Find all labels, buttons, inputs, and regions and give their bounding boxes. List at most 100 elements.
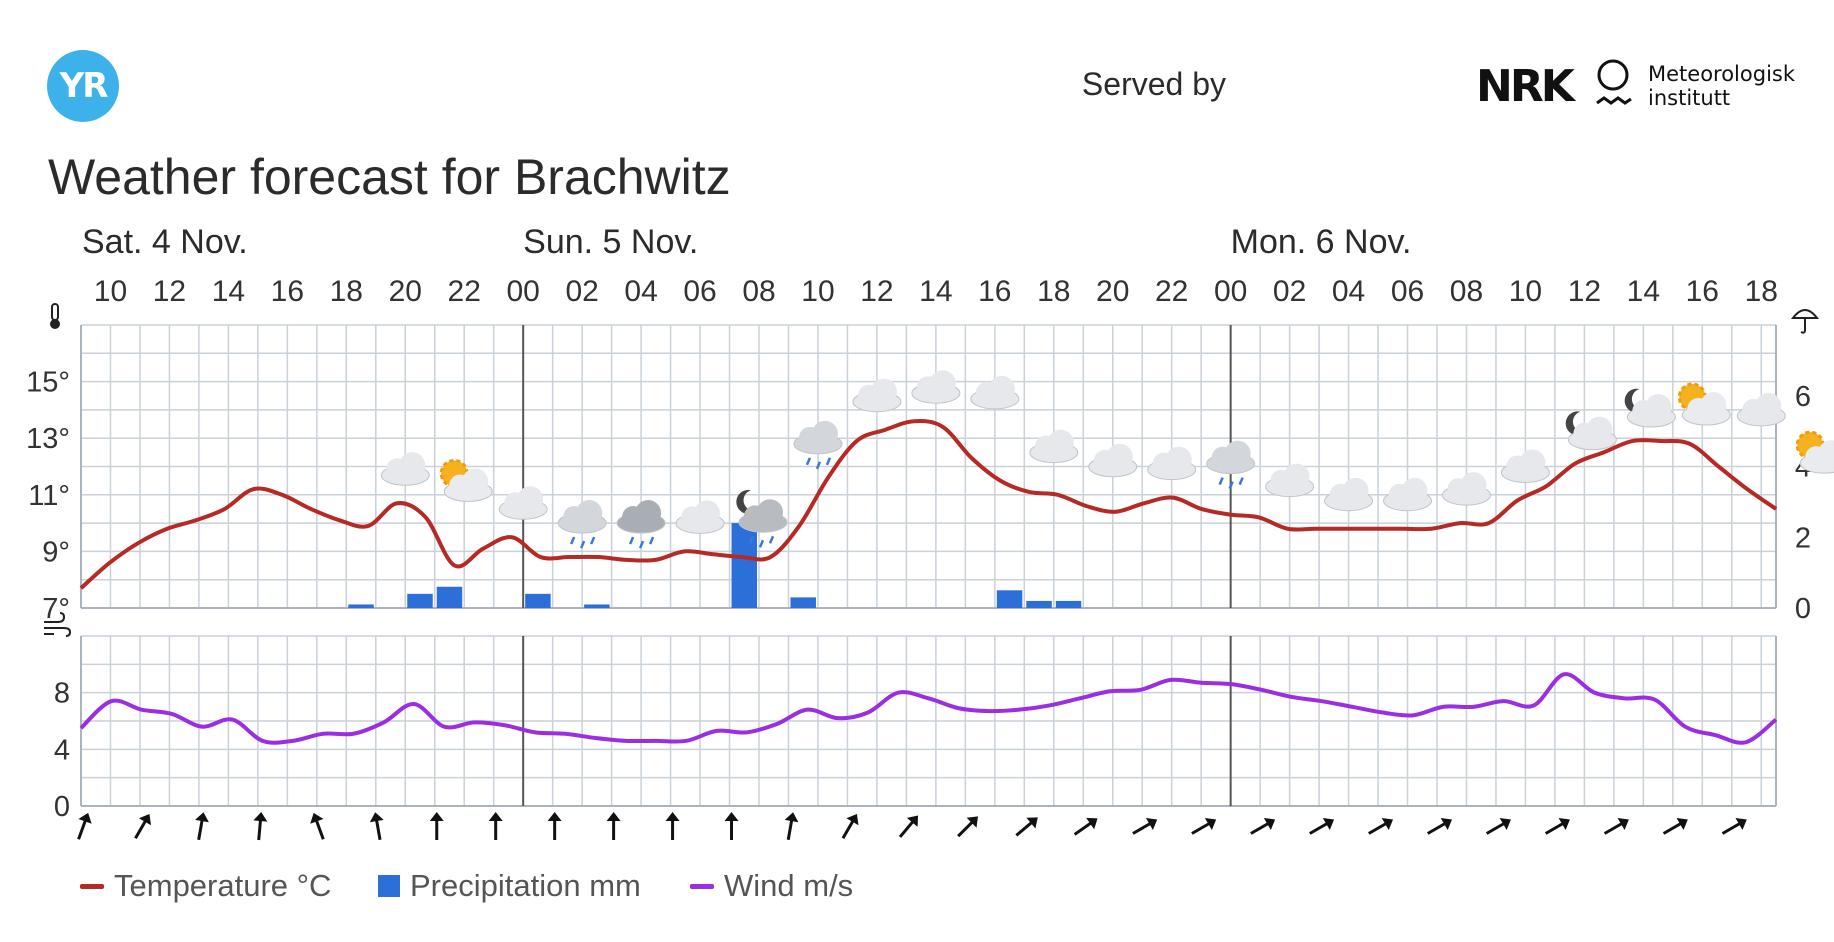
legend-temperature-label: Temperature °C [114, 868, 332, 903]
legend-wind-label: Wind m/s [724, 868, 854, 903]
moon-shape [736, 489, 757, 514]
met-name-line1: Meteorologisk [1648, 62, 1796, 86]
cloud-shape [988, 375, 1015, 402]
wind-arrow-icon [898, 815, 919, 838]
wind-arrow-head [1145, 817, 1158, 831]
partly-sunny-icon [1795, 430, 1834, 474]
cloud-icon [1147, 446, 1197, 481]
cloud-shape [1586, 416, 1613, 443]
wind-direction-arrows [77, 812, 1747, 841]
cloud-shape [870, 378, 897, 405]
wind-arrow-head [724, 812, 739, 821]
wind-tick-label: 8 [54, 678, 70, 710]
hour-label: 02 [565, 275, 598, 308]
rain-drop [589, 536, 596, 545]
cloud-shape [399, 452, 426, 479]
yr-logo[interactable]: YR [47, 50, 119, 122]
wind-arrow-icon [1073, 817, 1098, 836]
rain-icon [616, 500, 666, 549]
hour-label: 16 [271, 275, 304, 308]
met-institute-logo-icon[interactable] [1594, 58, 1634, 118]
temperature-tick-label: 11° [28, 480, 70, 512]
cloud-shape [1401, 477, 1428, 504]
wind-icon-stroke [44, 612, 66, 623]
wind-arrow-icon [429, 812, 444, 840]
wind-arrow-head [1026, 817, 1038, 829]
cloud-icon [1441, 472, 1491, 506]
hour-label: 02 [1273, 275, 1306, 308]
cloud-shape [811, 420, 838, 447]
day-label: Mon. 6 Nov. [1231, 223, 1412, 261]
wind-arrow-head [1263, 817, 1276, 831]
cloud-shape [1224, 440, 1251, 467]
night-cloud-icon [1565, 411, 1617, 451]
wind-arrow-icon [1250, 817, 1276, 835]
nrk-logo[interactable]: NRK [1476, 61, 1575, 112]
wind-arrow-icon [665, 812, 680, 840]
light-rain-icon [793, 420, 843, 470]
wind-arrow-icon [1603, 817, 1629, 835]
light-rain-icon [557, 500, 607, 549]
cloud-icon [498, 486, 548, 520]
wind-grid [80, 635, 1777, 807]
cloud-shape [576, 500, 603, 527]
partly-sunny-icon [439, 458, 493, 502]
light-rain-icon [1206, 440, 1256, 490]
cloud-icon [911, 370, 961, 404]
rain-drop [768, 535, 775, 544]
day-label: Sun. 5 Nov. [523, 223, 698, 261]
wind-arrow-head [547, 812, 562, 821]
wind-arrow-head [966, 816, 978, 828]
wind-arrow-head [253, 812, 268, 822]
hour-label: 08 [742, 275, 775, 308]
hour-label: 04 [624, 275, 657, 308]
wind-arrow-head [1381, 817, 1394, 831]
night-cloud-icon [1624, 388, 1676, 428]
cloud-shape [1283, 463, 1310, 490]
wind-arrow-icon [1485, 817, 1511, 835]
cloud-shape [462, 468, 489, 495]
wind-arrow-head [1676, 817, 1688, 831]
cloud-icon [1029, 429, 1079, 464]
temperature-tick-label: 15° [26, 367, 70, 399]
wind-icon [44, 612, 72, 637]
wind-arrow-head [1204, 817, 1217, 831]
wind-line [79, 672, 1778, 745]
precipitation-tick-label: 6 [1795, 381, 1811, 413]
wind-icon-stroke [44, 627, 72, 637]
hour-label: 20 [1096, 275, 1129, 308]
met-name-line2: institutt [1648, 86, 1731, 110]
wind-arrow-icon [253, 812, 268, 841]
cloud-icon [1265, 463, 1315, 498]
precipitation-bar [1026, 600, 1052, 608]
cloud-shape [694, 500, 721, 527]
cloud-icon [1324, 477, 1374, 512]
cloud-icon [380, 452, 430, 486]
hour-label: 16 [1686, 275, 1719, 308]
legend-precipitation-label: Precipitation mm [410, 868, 641, 903]
wind-arrow-icon [369, 812, 384, 841]
wind-arrow-head [310, 812, 324, 824]
rain-drop [638, 540, 645, 549]
wind-arrow-icon [1721, 817, 1747, 835]
precipitation-tick-label: 2 [1795, 522, 1811, 554]
wind-tick-label: 0 [54, 791, 70, 823]
rain-drop [815, 461, 822, 470]
rain-drop [825, 457, 832, 466]
temperature-tick-label: 7° [42, 593, 70, 625]
wind-arrow-head [606, 812, 621, 821]
hour-label: 06 [683, 275, 716, 308]
rain-drop [748, 535, 755, 544]
legend-wind-swatch [690, 883, 714, 889]
rain-drop [1218, 477, 1224, 486]
wind-arrow-icon [1368, 817, 1394, 835]
cloud-shape [1047, 429, 1074, 456]
wind-arrow-head [1735, 817, 1747, 831]
temperature-tick-label: 9° [42, 536, 70, 568]
wind-arrow-head [488, 812, 503, 821]
hour-label: 06 [1391, 275, 1424, 308]
wind-arrow-head [1440, 817, 1452, 831]
legend-precipitation: Precipitation mm [378, 868, 641, 904]
served-by-label: Served by [1081, 66, 1226, 102]
cloud-icon [675, 500, 725, 534]
